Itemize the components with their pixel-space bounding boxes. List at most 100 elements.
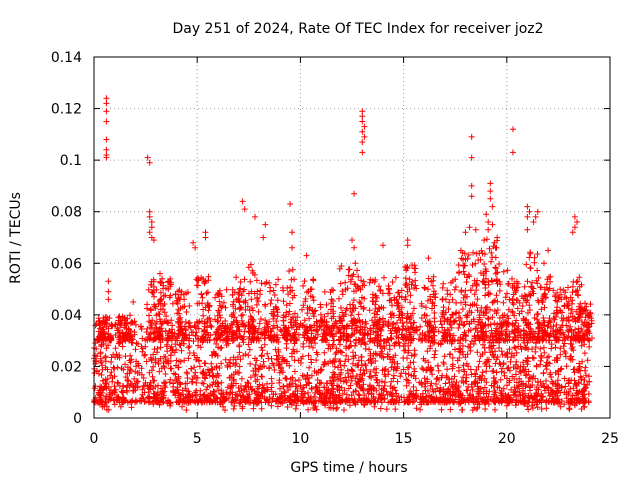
data-point [377,405,384,412]
data-point [142,351,149,358]
data-point [524,278,531,285]
data-point [204,289,211,296]
data-point [352,260,359,267]
data-point [468,193,475,200]
data-point [417,406,424,413]
data-point [286,308,293,315]
data-point [308,356,314,363]
data-point [304,289,310,296]
data-point [483,211,490,218]
data-point [392,274,399,281]
data-point [201,360,208,367]
data-point [534,404,541,411]
data-point [105,278,112,285]
data-point [566,405,572,412]
data-point [552,344,559,351]
data-point [350,297,357,304]
data-point [463,279,470,285]
data-point [462,287,469,294]
data-point [492,406,498,413]
data-point [103,108,110,115]
data-point [258,353,265,359]
data-point [586,373,592,380]
data-point [526,254,533,261]
data-point [185,344,192,351]
data-point [459,342,466,349]
data-point [571,377,578,384]
data-point [494,307,501,313]
data-point [348,312,354,319]
data-point [469,386,476,393]
data-point [537,357,544,364]
data-point [367,368,374,375]
data-point [280,298,287,305]
data-point [530,355,537,362]
data-point [468,182,475,189]
data-point [313,357,320,364]
data-point [257,287,264,294]
data-point [423,393,430,400]
data-point [399,326,406,333]
data-point [468,133,475,140]
data-point [381,274,387,281]
data-point [128,404,135,411]
data-point [498,368,505,375]
data-point [466,224,473,231]
data-point [202,234,209,241]
data-point [503,351,510,358]
data-point [543,377,549,384]
data-point [529,405,536,412]
data-point [456,269,463,275]
data-point [581,350,588,357]
data-point [521,292,528,299]
data-point [534,378,541,385]
data-point [276,379,283,386]
data-point [330,405,337,412]
data-point [455,325,462,331]
data-point [424,376,431,383]
data-point [573,392,579,399]
data-point [172,341,179,348]
data-point [376,382,383,389]
data-point [349,237,355,244]
data-point [283,375,290,382]
data-point [202,229,209,236]
data-point [518,346,525,353]
data-point [570,278,577,285]
data-point [485,226,492,233]
data-point [385,286,392,293]
data-point [247,278,254,285]
data-point [385,290,392,297]
data-point [449,361,456,368]
data-point [144,301,151,308]
data-point [440,359,447,366]
data-point [467,347,474,354]
data-point [130,299,137,305]
data-point [540,315,547,321]
data-point [534,208,541,215]
data-point [270,322,277,329]
data-point [289,266,296,273]
data-point [483,379,490,386]
data-point [259,382,266,389]
data-point [259,373,266,380]
data-point [471,291,478,298]
data-point [139,335,146,342]
data-point [175,373,182,380]
y-tick-label: 0.1 [60,153,82,169]
data-point [523,261,530,268]
data-point [531,254,538,261]
data-point [476,358,483,365]
data-point [252,361,259,368]
data-point [236,349,243,356]
data-point [178,347,185,354]
data-point [175,364,182,371]
data-point [355,311,362,318]
data-point [403,376,410,383]
data-point [482,406,489,412]
data-point [404,355,410,362]
data-point [357,367,364,373]
data-point [295,377,302,383]
data-point [299,306,305,313]
data-point [432,347,439,354]
